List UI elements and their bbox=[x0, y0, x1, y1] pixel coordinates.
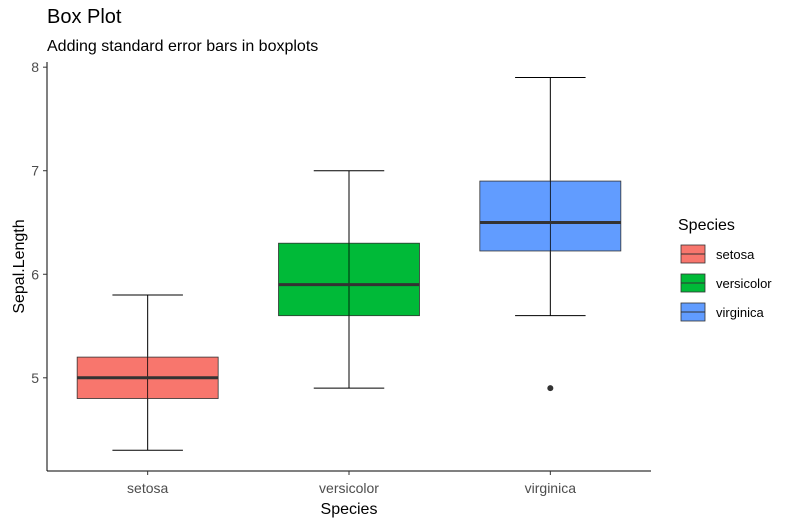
y-tick-label: 6 bbox=[31, 266, 39, 282]
axes: 5 6 7 8 setosa versicolor virginica Species Sepa… bbox=[11, 59, 651, 518]
chart-title: Box Plot bbox=[47, 6, 122, 28]
x-tick-label: setosa bbox=[127, 480, 168, 496]
legend-label-versicolor: versicolor bbox=[716, 276, 772, 291]
y-tick-label: 7 bbox=[31, 163, 39, 179]
legend: Species setosa versicolor virginica bbox=[678, 217, 772, 322]
y-axis-title: Sepal.Length bbox=[11, 219, 28, 313]
x-tick-label: virginica bbox=[525, 480, 577, 496]
x-axis-title: Species bbox=[321, 501, 378, 518]
y-tick-label: 5 bbox=[31, 370, 39, 386]
plot-area bbox=[76, 77, 622, 451]
box-virginica bbox=[479, 77, 622, 392]
legend-label-virginica: virginica bbox=[716, 305, 764, 320]
box-setosa bbox=[76, 294, 219, 451]
x-tick-label: versicolor bbox=[319, 480, 379, 496]
legend-label-setosa: setosa bbox=[716, 247, 755, 262]
legend-title: Species bbox=[678, 217, 735, 234]
chart-subtitle: Adding standard error bars in boxplots bbox=[47, 38, 319, 55]
outlier-point bbox=[547, 385, 554, 392]
y-tick-label: 8 bbox=[31, 59, 39, 75]
box-versicolor bbox=[278, 170, 420, 389]
